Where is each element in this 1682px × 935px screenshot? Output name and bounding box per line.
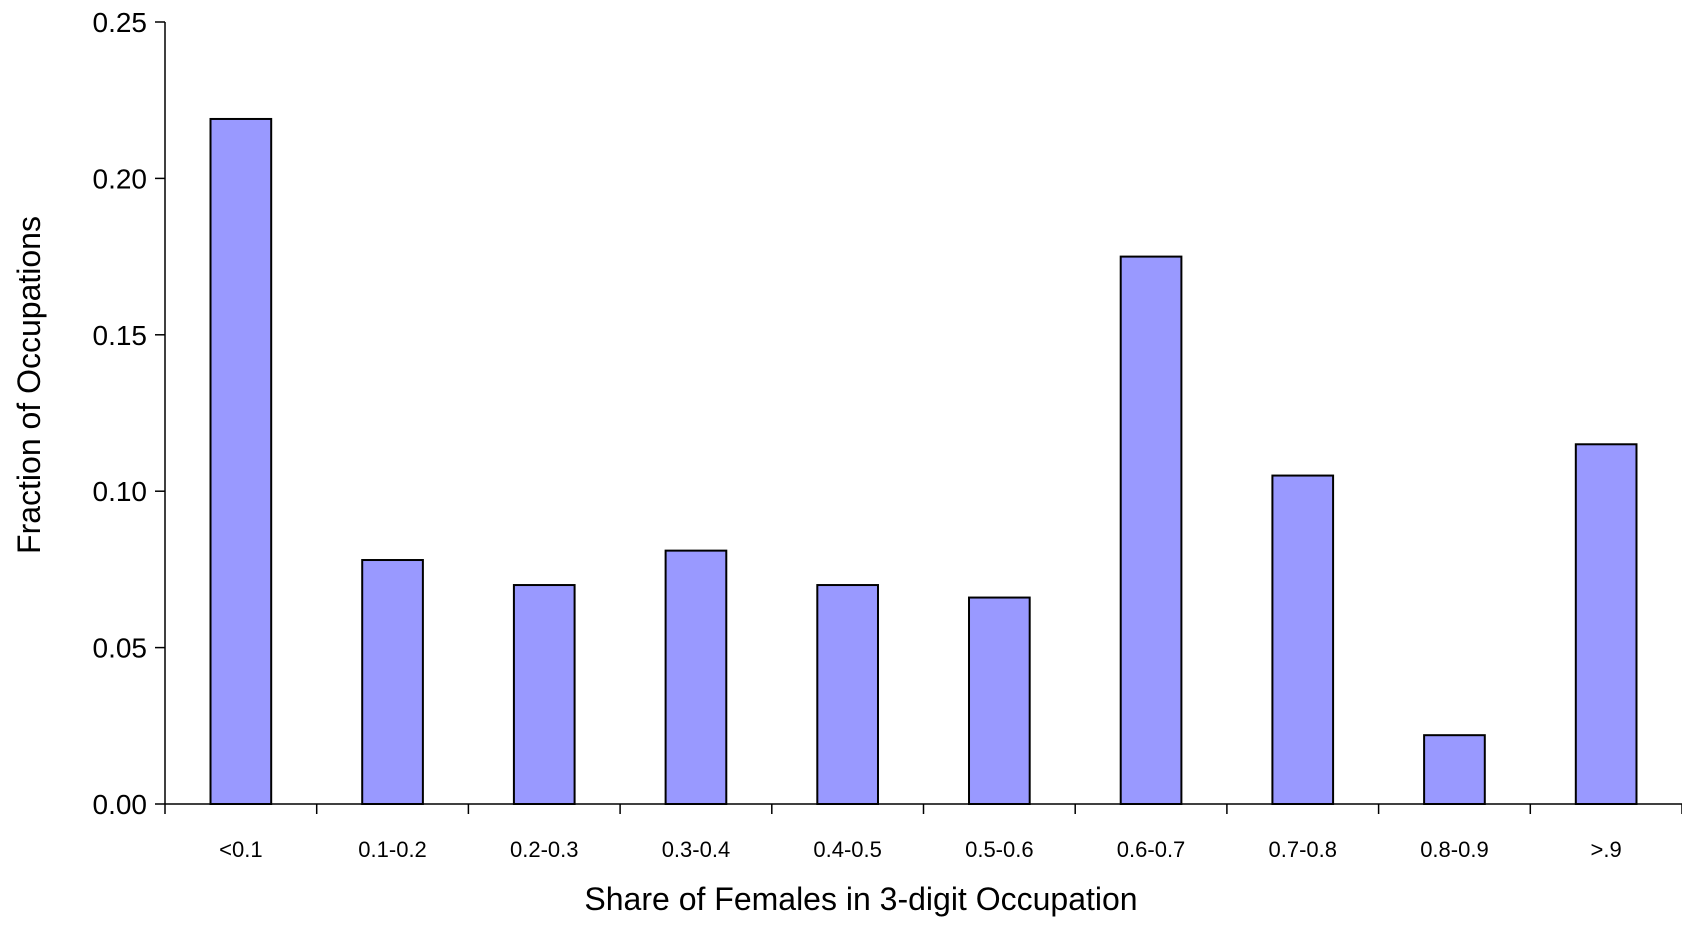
x-axis: <0.1 0.1-0.2 0.2-0.3 0.3-0.4 0.4-0.5 0.5-0.6 0… — [164, 803, 1682, 862]
bar — [1423, 734, 1486, 806]
bar — [1119, 255, 1183, 806]
x-tick-label: 0.5-0.6 — [965, 837, 1034, 862]
x-tick-label: <0.1 — [219, 837, 262, 862]
x-tick-label: 0.4-0.5 — [813, 837, 882, 862]
bars — [209, 117, 1638, 806]
x-tick-label: 0.2-0.3 — [510, 837, 579, 862]
bar — [209, 117, 273, 805]
x-tick-label: 0.1-0.2 — [358, 837, 427, 862]
y-axis: 0.00 0.05 0.10 0.15 0.20 0.25 — [93, 7, 166, 820]
y-tick-label: 0.10 — [93, 476, 148, 507]
bar — [512, 584, 576, 805]
x-tick-label: 0.7-0.8 — [1269, 837, 1338, 862]
x-tick-label: >.9 — [1591, 837, 1622, 862]
x-tick-label: 0.8-0.9 — [1420, 837, 1489, 862]
y-tick-label: 0.25 — [93, 7, 148, 38]
y-axis-title: Fraction of Occupations — [11, 216, 47, 554]
bar — [1574, 443, 1638, 805]
x-axis-title: Share of Females in 3-digit Occupation — [584, 881, 1137, 917]
bar — [968, 596, 1031, 805]
bar — [816, 584, 879, 805]
y-tick-label: 0.05 — [93, 633, 148, 664]
y-tick-label: 0.20 — [93, 163, 148, 194]
bar — [361, 559, 424, 805]
bar — [1271, 474, 1335, 805]
x-tick-label: 0.3-0.4 — [662, 837, 731, 862]
bar — [664, 549, 728, 806]
x-tick-label: 0.6-0.7 — [1117, 837, 1186, 862]
y-tick-label: 0.15 — [93, 320, 148, 351]
y-tick-label: 0.00 — [93, 789, 148, 820]
